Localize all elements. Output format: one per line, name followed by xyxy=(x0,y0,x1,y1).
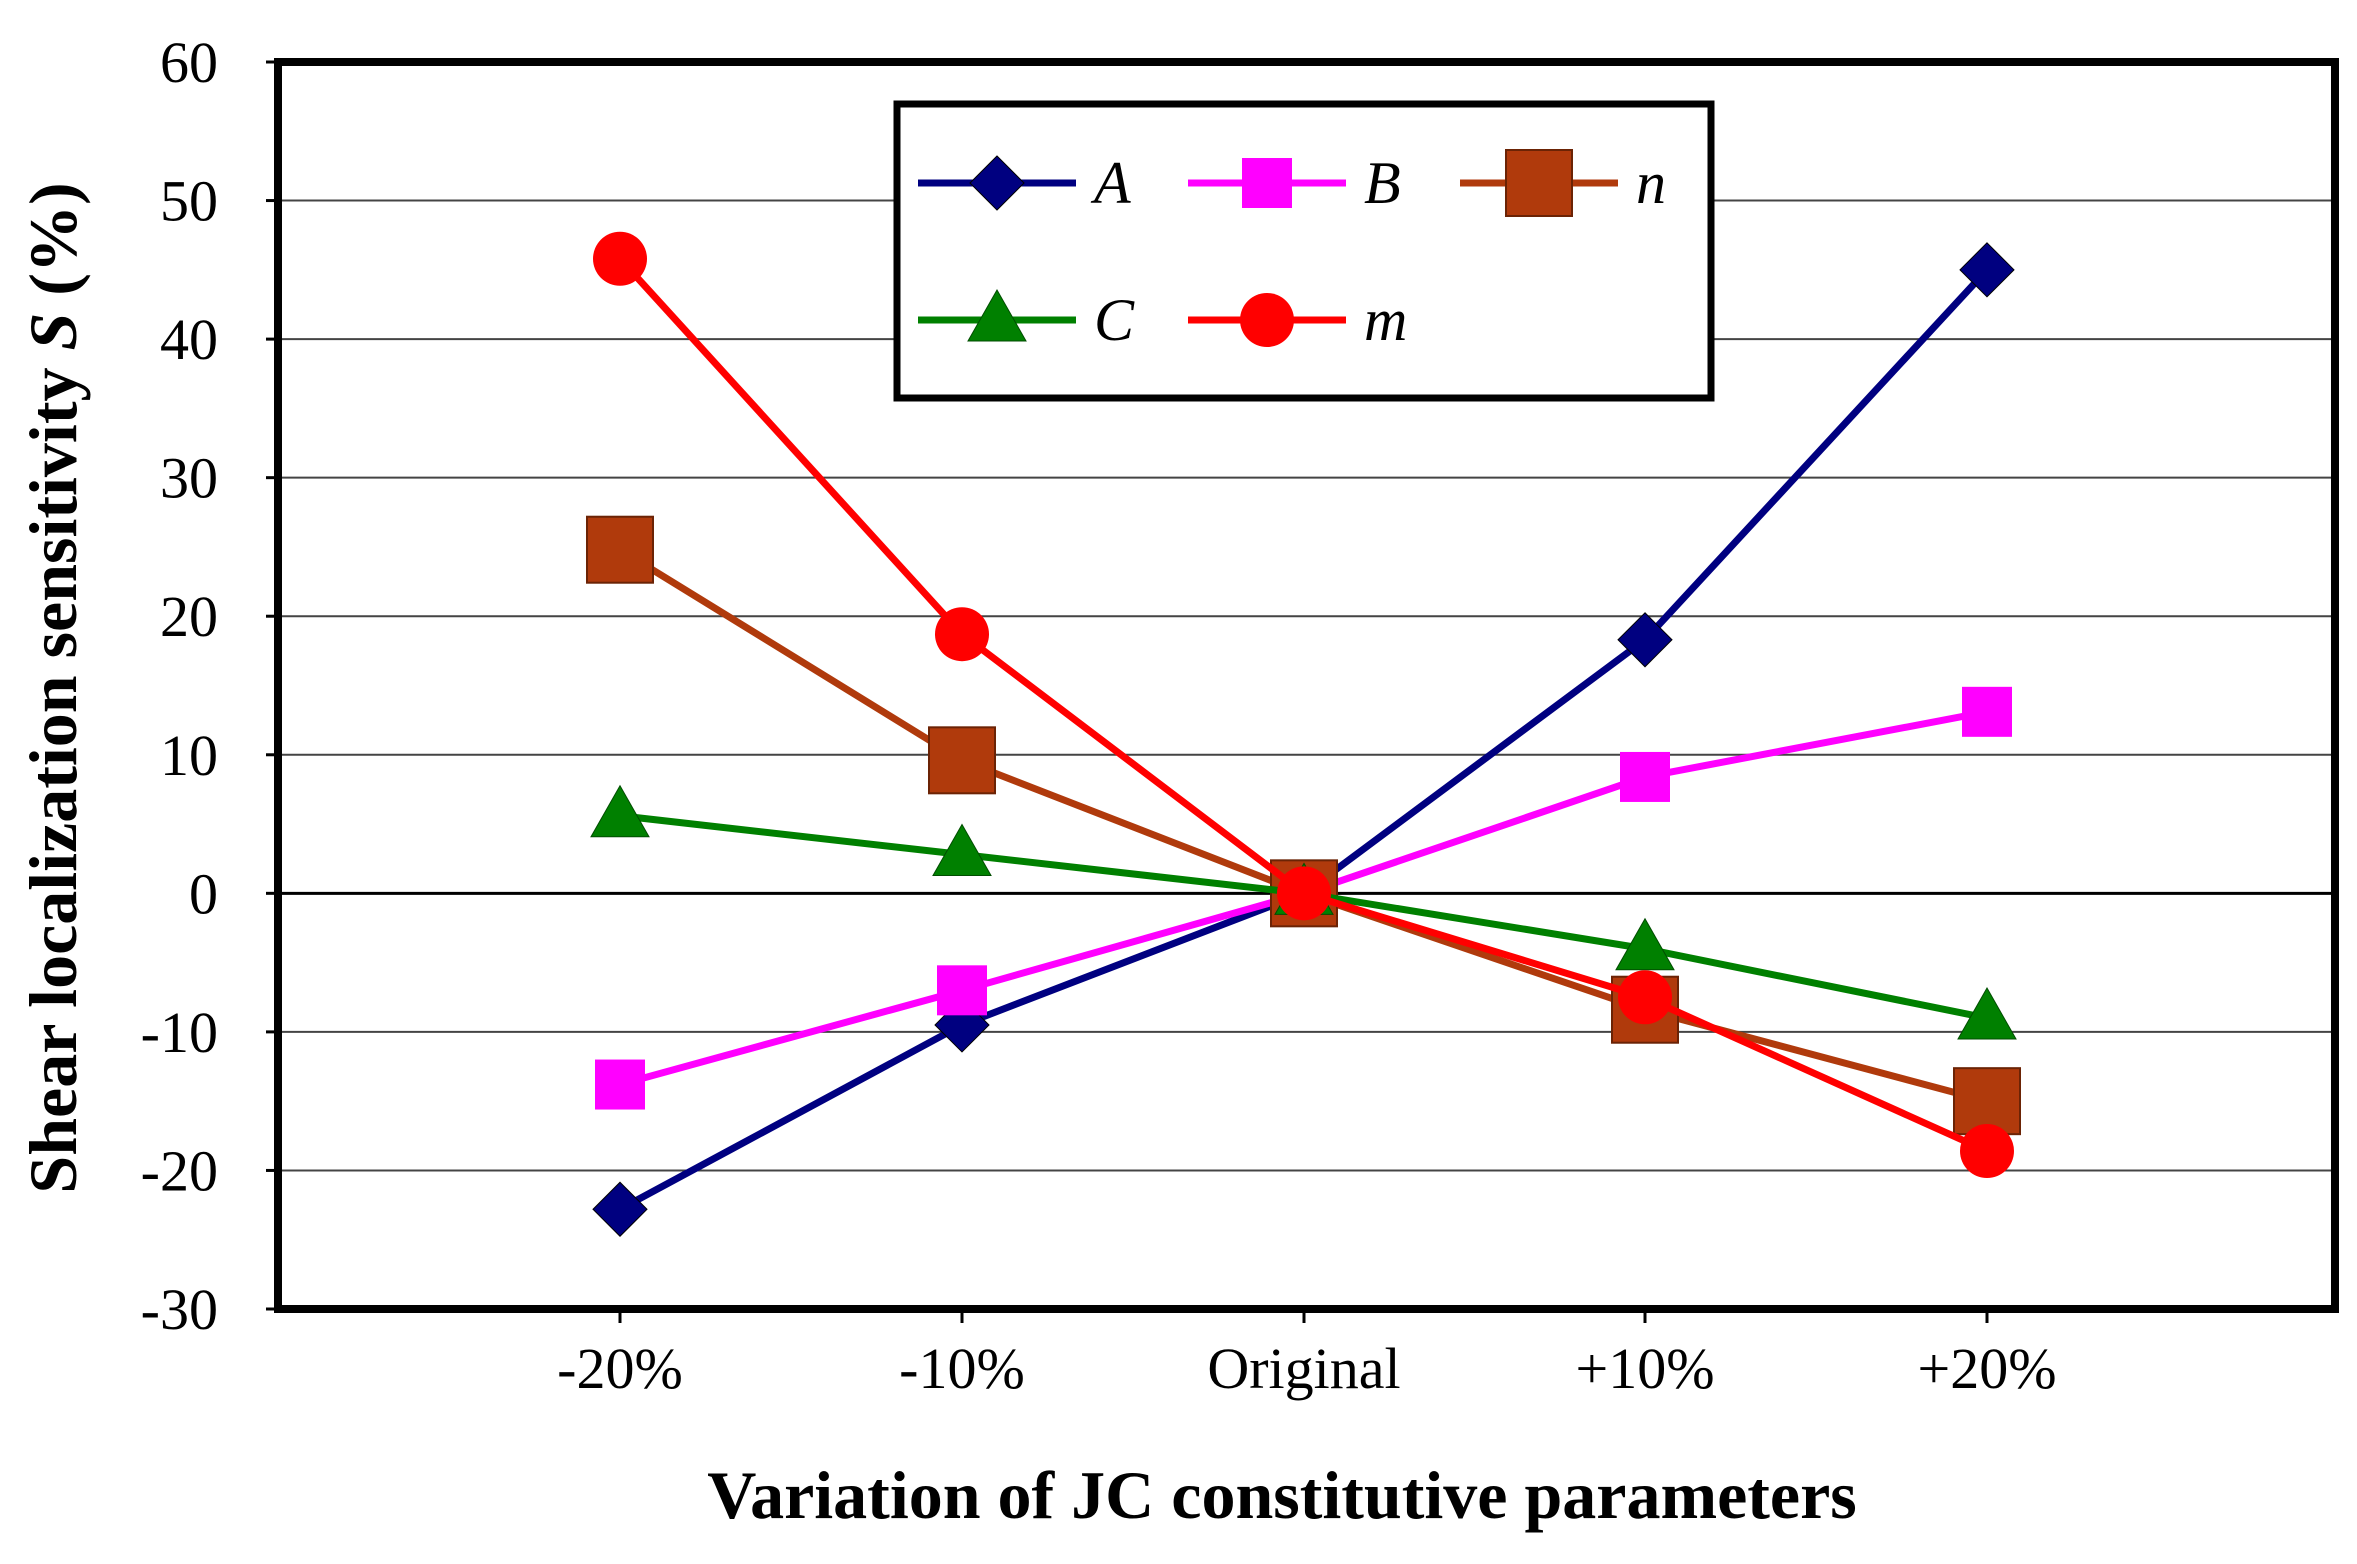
y-tick-label: 50 xyxy=(160,169,218,234)
y-tick-label: -20 xyxy=(141,1138,218,1203)
series-m-point xyxy=(1618,970,1672,1025)
x-tick-label: +10% xyxy=(1575,1336,1714,1401)
legend-label: C xyxy=(1094,287,1135,353)
y-axis-title-prefix: Shear localization sensitivity xyxy=(15,351,91,1194)
legend-label: B xyxy=(1364,150,1401,216)
x-tick-label: +20% xyxy=(1917,1336,2056,1401)
legend-item-B: B xyxy=(1188,150,1401,216)
series-B-point xyxy=(1962,686,2012,737)
legend-marker xyxy=(969,155,1025,211)
y-axis-title-suffix: (%) xyxy=(15,182,91,312)
series-B-point xyxy=(595,1059,645,1110)
legend-marker xyxy=(1505,149,1573,217)
y-tick-label: -10 xyxy=(141,1000,218,1065)
series-n-line xyxy=(618,546,1988,1105)
series-C-point xyxy=(590,784,650,838)
series-m-point xyxy=(593,231,647,286)
y-tick-label: 0 xyxy=(189,861,218,926)
series-C-point xyxy=(932,823,992,877)
series-C-point xyxy=(1615,917,1675,971)
legend-label: m xyxy=(1364,287,1407,353)
series-C-point xyxy=(1957,987,2017,1040)
series-m-point xyxy=(935,607,989,662)
legend-item-A: A xyxy=(918,150,1131,216)
legend-label: n xyxy=(1636,150,1666,216)
series-m-point xyxy=(1277,866,1331,921)
series-n-point xyxy=(928,726,996,795)
legend-box xyxy=(893,100,1715,402)
x-tick-label: -20% xyxy=(557,1336,683,1401)
y-tick-label: 60 xyxy=(160,30,218,95)
series-n xyxy=(586,515,2021,1136)
y-tick-label: 30 xyxy=(160,446,218,511)
y-tick-label: -30 xyxy=(141,1277,218,1342)
series-B-point xyxy=(937,965,987,1016)
y-tick-label: 10 xyxy=(160,723,218,788)
series-A-point xyxy=(1959,242,2015,298)
series-m xyxy=(593,231,2014,1179)
legend-item-n: n xyxy=(1460,149,1666,217)
legend-marker xyxy=(1240,293,1294,347)
series-B-point xyxy=(1620,751,1670,802)
x-axis-ticks: -20% -10% Original +10% +20% xyxy=(557,1309,2057,1401)
series-A-point xyxy=(1617,612,1673,668)
series-n-point xyxy=(586,515,654,584)
y-tick-label: 20 xyxy=(160,584,218,649)
plot-frame xyxy=(274,58,2339,1313)
series-A-line xyxy=(618,267,1990,1213)
y-axis-ticks: 60 50 40 30 20 10 0 -10 -20 -30 xyxy=(141,30,278,1342)
legend-item-C: C xyxy=(918,287,1135,353)
y-axis-title: Shear localization sensitivity S (%) xyxy=(15,182,91,1193)
series-A-point xyxy=(592,1181,648,1237)
x-axis-title: Variation of JC constitutive parameters xyxy=(707,1457,1857,1533)
y-axis-title-symbol: S xyxy=(15,313,91,351)
x-tick-label: Original xyxy=(1207,1336,1400,1401)
series-m-point xyxy=(1960,1124,2014,1179)
legend-marker xyxy=(967,288,1027,342)
legend-label: A xyxy=(1090,150,1131,216)
y-tick-label: 40 xyxy=(160,307,218,372)
series-layer xyxy=(586,231,2021,1237)
x-tick-label: -10% xyxy=(899,1336,1025,1401)
series-n-point xyxy=(1953,1067,2021,1136)
legend-marker xyxy=(1242,158,1292,208)
legend-item-m: m xyxy=(1188,287,1407,353)
